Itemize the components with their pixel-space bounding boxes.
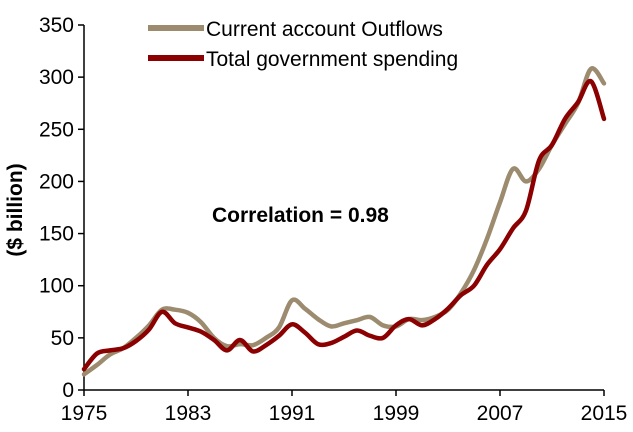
x-tick-label: 2015	[581, 402, 628, 425]
y-axis-label: ($ billion)	[4, 163, 27, 256]
x-tick-label: 1983	[165, 402, 212, 425]
y-tick-label: 250	[39, 118, 74, 141]
x-tick-label: 2007	[477, 402, 524, 425]
legend-label-total-government-spending: Total government spending	[206, 48, 458, 71]
x-tick-label: 1999	[373, 402, 420, 425]
x-axis-ticks: 1975 1983 1991 1999 2007 2015	[61, 390, 628, 425]
y-tick-label: 350	[39, 14, 74, 37]
series-line-total-government-spending	[81, 78, 607, 372]
correlation-annotation: Correlation = 0.98	[212, 204, 389, 227]
x-tick-label: 1991	[269, 402, 316, 425]
series-line-current-account-outflows	[81, 66, 607, 377]
y-tick-label: 300	[39, 66, 74, 89]
legend-label-current-account-outflows: Current account Outflows	[206, 18, 443, 41]
y-axis-ticks: 0 50 100 150 200 250 300 350	[39, 14, 84, 402]
y-tick-label: 0	[62, 379, 74, 402]
x-tick-label: 1975	[61, 402, 108, 425]
legend: Current account Outflows Total governmen…	[148, 18, 458, 71]
y-tick-label: 50	[51, 327, 74, 350]
series-group	[81, 66, 607, 377]
y-tick-label: 150	[39, 223, 74, 246]
y-tick-label: 200	[39, 170, 74, 193]
y-tick-label: 100	[39, 275, 74, 298]
